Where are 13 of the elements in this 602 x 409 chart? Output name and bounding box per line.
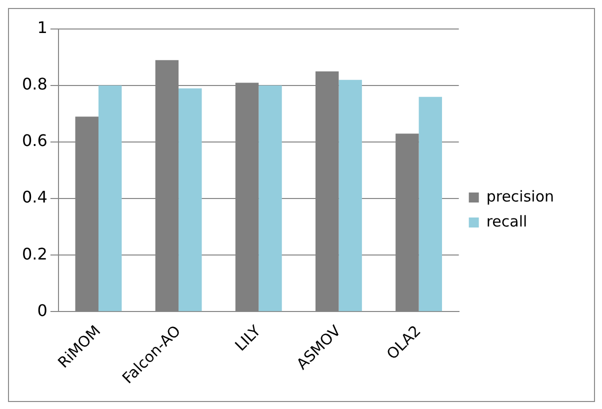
y-tick-label: 0 xyxy=(37,300,48,320)
bar xyxy=(338,80,362,312)
legend-label: recall xyxy=(486,212,528,230)
bar xyxy=(258,86,282,312)
y-tick-label: 0.4 xyxy=(22,188,48,207)
legend-label: precision xyxy=(486,187,554,206)
y-tick-label: 0.8 xyxy=(22,74,48,94)
y-tick-label: 1 xyxy=(37,18,48,38)
bar xyxy=(418,96,442,312)
bar xyxy=(178,88,202,312)
bar xyxy=(98,86,122,312)
y-tick-label: 0.2 xyxy=(22,244,48,264)
y-tick-label: 0.6 xyxy=(22,131,48,150)
